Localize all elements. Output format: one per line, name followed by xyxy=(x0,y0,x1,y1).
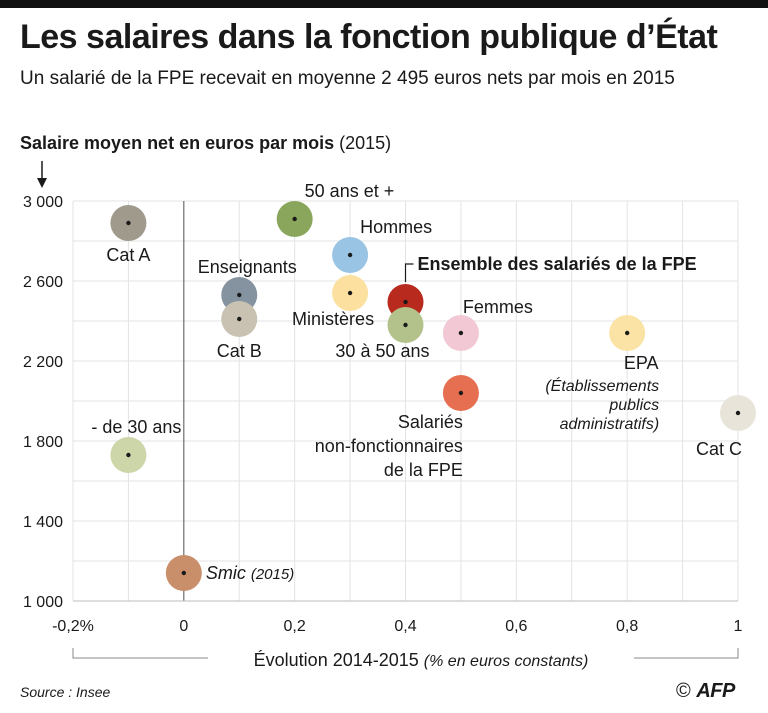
point-extra-label-salaries-non-fonctionnaires: non-fonctionnaires xyxy=(315,436,463,456)
point-label-30-a-50-ans: 30 à 50 ans xyxy=(335,341,429,361)
point-dot-smic xyxy=(181,570,187,576)
y-tick-label: 2 600 xyxy=(23,274,63,291)
point-label-ministeres: Ministères xyxy=(292,309,374,329)
x-axis-bracket-left xyxy=(72,648,208,659)
x-tick-label: -0,2% xyxy=(52,618,94,635)
x-tick-label: 0,2 xyxy=(284,618,306,635)
point-dot-30-a-50-ans xyxy=(403,322,408,328)
x-tick-label: 0,4 xyxy=(394,618,416,635)
point-label-suffix-smic: (2015) xyxy=(251,566,294,583)
x-axis-title: Évolution 2014-2015 (% en euros constant… xyxy=(254,650,589,670)
y-tick-label: 2 200 xyxy=(23,354,63,371)
point-dot-enseignants xyxy=(237,292,242,298)
y-title-arrow-head xyxy=(37,178,47,188)
point-label-salaries-non-fonctionnaires: Salariés xyxy=(398,412,463,432)
point-dot-cat-a xyxy=(126,220,131,226)
point-label-enseignants: Enseignants xyxy=(198,257,297,277)
point-label-smic: Smic (2015) xyxy=(206,563,294,583)
x-axis-title-suffix: (% en euros constants) xyxy=(424,653,589,670)
point-label-cat-a: Cat A xyxy=(106,245,150,265)
point-dot-epa xyxy=(624,330,630,336)
y-tick-label: 1 800 xyxy=(23,434,63,451)
x-tick-label: 0 xyxy=(179,618,188,635)
page-title: Les salaires dans la fonction publique d… xyxy=(20,18,718,56)
afp-logo: © AFP xyxy=(676,680,735,703)
y-tick-label: 3 000 xyxy=(23,194,63,211)
point-label-epa: EPA xyxy=(624,353,659,373)
y-axis-title: Salaire moyen net en euros par mois (201… xyxy=(20,133,391,154)
y-tick-label: 1 000 xyxy=(23,594,63,611)
point-dot-ministeres xyxy=(347,290,353,296)
point-dot-cat-b xyxy=(237,316,242,322)
x-tick-label: 0,6 xyxy=(505,618,527,635)
point-label-main-smic: Smic xyxy=(206,563,251,583)
point-dot-hommes xyxy=(347,252,353,258)
source-note: Source : Insee xyxy=(20,684,111,700)
point-label-50-ans-et-plus: 50 ans et + xyxy=(305,181,395,201)
point-dot-femmes xyxy=(458,330,464,336)
x-axis-bracket-right xyxy=(634,648,739,659)
point-label-cat-b: Cat B xyxy=(217,341,262,361)
point-label-ensemble: Ensemble des salariés de la FPE xyxy=(418,254,697,274)
point-label-hommes: Hommes xyxy=(360,217,432,237)
point-dot-moins-de-30-ans xyxy=(126,452,131,458)
top-bar xyxy=(0,0,768,8)
y-axis-title-main: Salaire moyen net en euros par mois xyxy=(20,133,335,153)
y-axis-title-suffix: (2015) xyxy=(339,133,392,153)
point-dot-50-ans-et-plus xyxy=(292,216,297,222)
x-tick-label: 1 xyxy=(734,618,743,635)
afp-logo-text: AFP xyxy=(696,680,735,702)
point-sublabel-epa: administratifs) xyxy=(560,416,660,433)
point-label-moins-de-30-ans: - de 30 ans xyxy=(91,417,181,437)
callout-line-ensemble xyxy=(404,263,414,282)
point-label-femmes: Femmes xyxy=(463,297,533,317)
point-label-cat-c: Cat C xyxy=(696,439,742,459)
point-extra-label-salaries-non-fonctionnaires: de la FPE xyxy=(384,460,463,480)
page-subtitle: Un salarié de la FPE recevait en moyenne… xyxy=(20,68,675,89)
x-tick-label: 0,8 xyxy=(616,618,638,635)
point-dot-cat-c xyxy=(735,410,741,416)
copyright-symbol: © xyxy=(676,680,691,702)
x-axis-title-main: Évolution 2014-2015 xyxy=(254,650,424,670)
point-dot-salaries-non-fonctionnaires xyxy=(458,390,464,396)
point-sublabel-epa: publics xyxy=(608,397,659,414)
point-dot-ensemble xyxy=(403,299,408,305)
y-tick-label: 1 400 xyxy=(23,514,63,531)
point-sublabel-epa: (Établissements xyxy=(545,376,659,395)
